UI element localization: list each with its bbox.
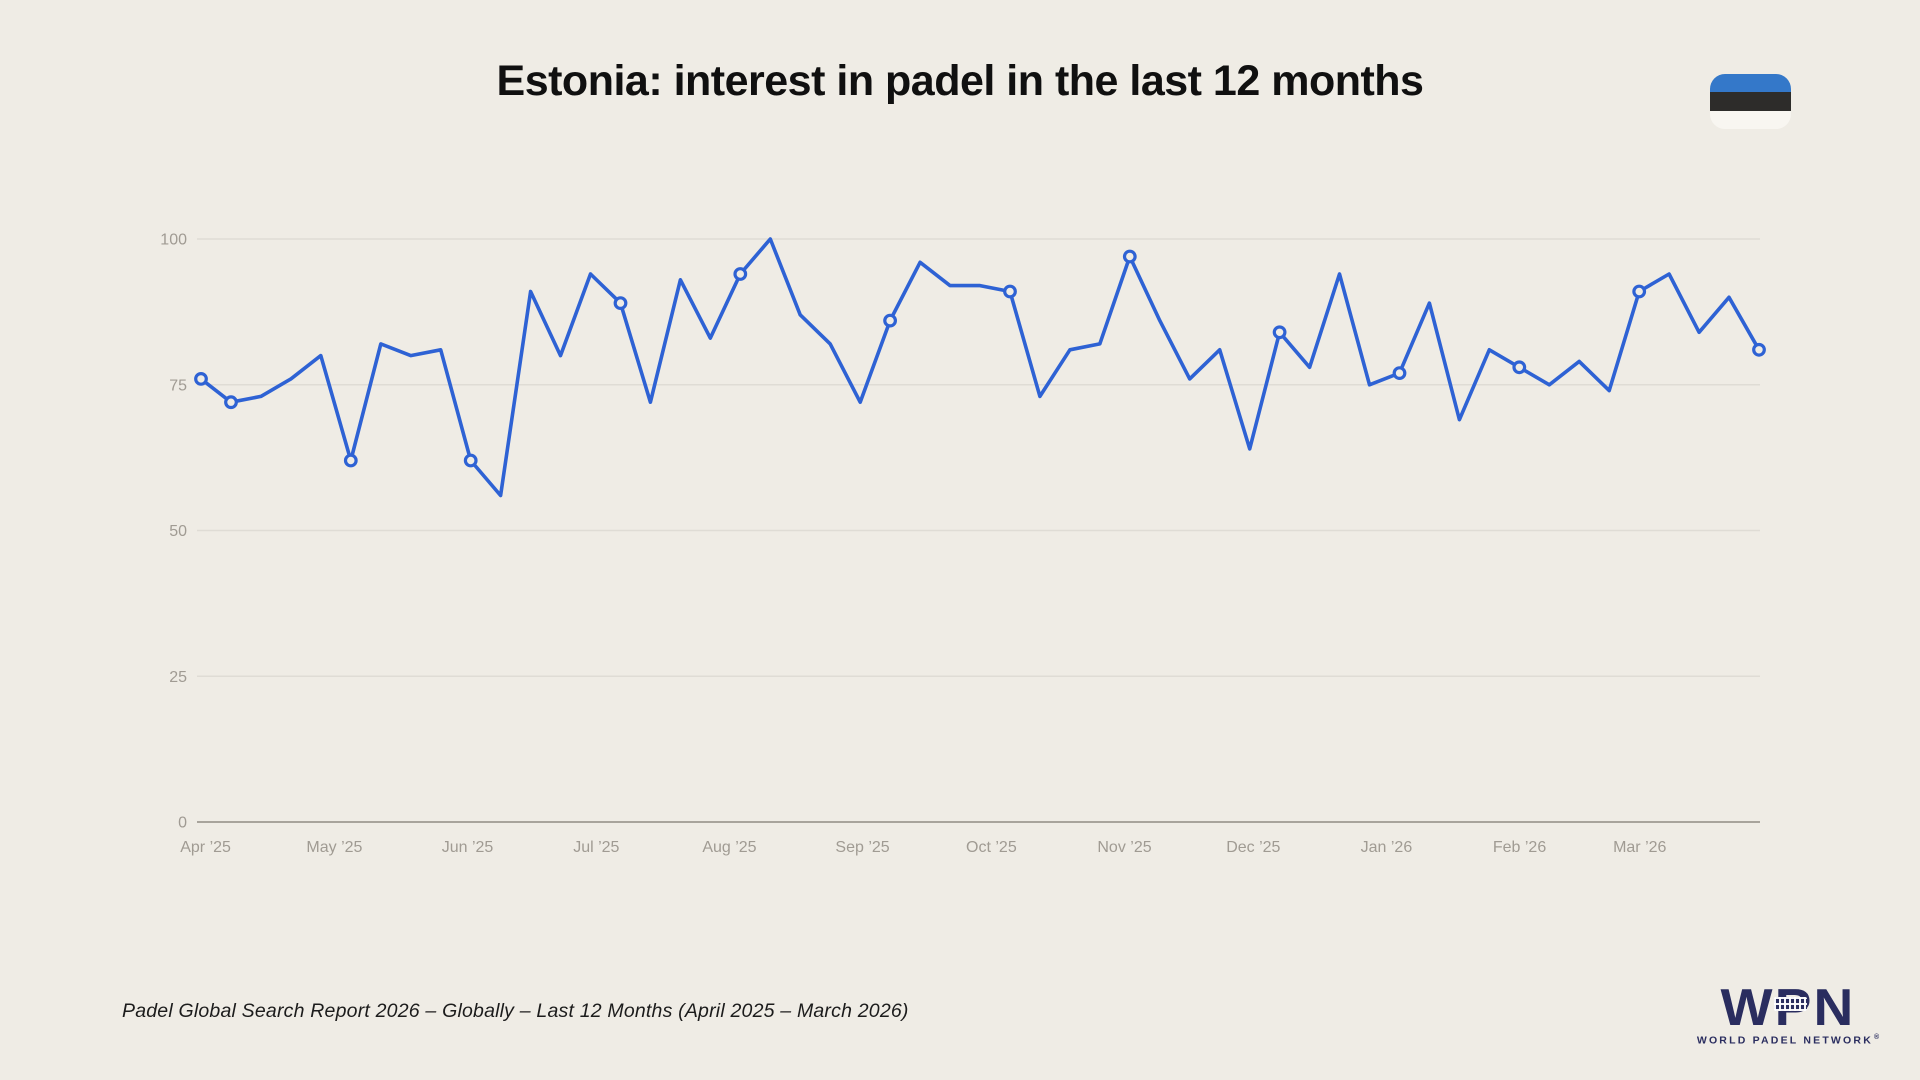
x-tick-label: Mar ’26 [1613,839,1666,856]
y-tick-label: 25 [169,669,187,686]
data-point-marker [463,453,478,468]
wpn-logo-net-pattern-icon [1774,997,1807,1011]
x-tick-label: Nov ’25 [1097,839,1151,856]
data-point-marker [883,313,897,328]
data-point-marker [613,296,628,311]
y-tick-label: 75 [169,377,187,394]
source-caption: Padel Global Search Report 2026 – Global… [122,1000,909,1022]
data-point-marker [1272,325,1287,340]
x-tick-label: Jun ’25 [442,839,494,856]
data-point-marker [224,395,238,410]
data-point-marker [1512,360,1527,375]
flag-band-white [1710,110,1791,129]
data-point-marker [1122,249,1137,264]
registered-trademark: ® [1873,1034,1880,1041]
x-tick-label: Jan ’26 [1361,839,1413,856]
y-tick-label: 0 [178,815,187,832]
x-tick-label: Apr ’25 [180,839,231,856]
y-tick-label: 50 [169,523,187,540]
x-tick-label: Dec ’25 [1226,839,1280,856]
x-tick-label: Jul ’25 [573,839,619,856]
x-tick-label: Sep ’25 [835,839,889,856]
trend-line [199,237,1761,498]
data-point-marker [1632,284,1647,299]
x-tick-label: Feb ’26 [1493,839,1546,856]
flag-band-blue [1710,74,1791,93]
x-tick-label: Oct ’25 [966,839,1017,856]
x-tick-label: Aug ’25 [702,839,756,856]
wpn-logo-wordmark-text: WORLD PADEL NETWORK [1696,1034,1873,1047]
wpn-logo-wordmark: WORLD PADEL NETWORK® [1688,1034,1888,1047]
data-point-marker [1392,366,1407,381]
wpn-logo: WPN WORLD PADEL NETWORK® [1688,982,1888,1047]
x-tick-label: May ’25 [306,839,362,856]
data-point-marker [194,372,208,386]
y-tick-label: 100 [160,232,187,249]
data-point-marker [733,267,748,281]
chart-title: Estonia: interest in padel in the last 1… [496,57,1424,105]
data-point-marker [1003,284,1017,299]
data-point-marker [1752,342,1766,357]
estonia-flag-icon [1710,74,1791,129]
data-point-marker [343,453,358,468]
flag-band-black [1710,92,1791,111]
